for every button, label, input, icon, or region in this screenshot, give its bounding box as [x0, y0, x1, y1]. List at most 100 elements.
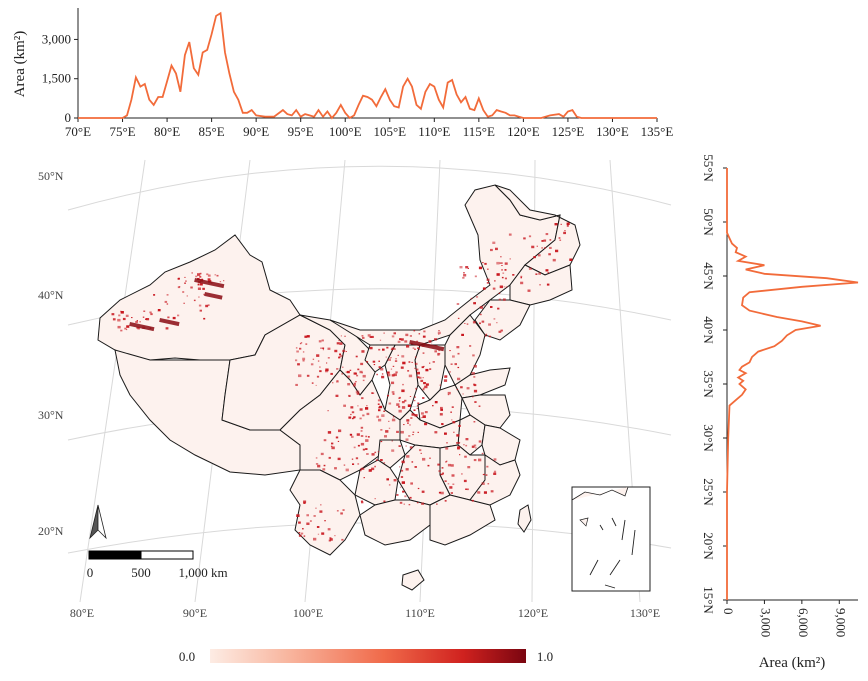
hotspot-cell [436, 503, 438, 505]
hotspot-cell [349, 395, 351, 397]
hotspot-cell [360, 470, 362, 472]
hotspot-cell [382, 348, 385, 351]
hotspot-cell [422, 397, 425, 399]
hotspot-cell [334, 467, 337, 470]
hotspot-cell [135, 321, 138, 324]
hotspot-cell [334, 535, 336, 537]
hotspot-cell [205, 304, 209, 308]
hotspot-cell [481, 482, 485, 485]
hotspot-cell [381, 375, 385, 379]
hotspot-cell [456, 346, 460, 349]
hotspot-cell [191, 272, 193, 274]
hotspot-cell [296, 350, 299, 353]
hotspot-cell [414, 396, 416, 398]
hotspot-cell [353, 384, 356, 387]
hotspot-cell [203, 293, 205, 296]
hotspot-cell [302, 359, 305, 362]
hotspot-cell [398, 445, 401, 447]
hotspot-cell [339, 342, 343, 345]
hotspot-cell [416, 371, 420, 375]
hotspot-cell [185, 280, 187, 282]
hotspot-cell [450, 492, 453, 494]
hotspot-cell [399, 486, 402, 488]
hotspot-cell [362, 379, 365, 382]
right-y-tick-label: 35°N [701, 370, 716, 398]
hotspot-cell [417, 431, 419, 433]
hotspot-cell [412, 431, 415, 433]
hotspot-cell [197, 283, 200, 286]
north-arrow [89, 504, 107, 540]
color-bar-min-label: 0.0 [179, 649, 195, 664]
hotspot-cell [304, 335, 308, 338]
color-bar-max-label: 1.0 [537, 649, 553, 664]
hotspot-cell [388, 484, 391, 486]
hotspot-cell [456, 434, 460, 437]
hotspot-cell [421, 490, 425, 493]
hotspot-cell [357, 405, 359, 407]
hotspot-cell [481, 452, 484, 455]
hotspot-cell [360, 362, 364, 366]
hotspot-cell [457, 317, 460, 319]
hotspot-cell [351, 458, 354, 460]
hotspot-cell [408, 361, 411, 363]
hotspot-cell [323, 439, 327, 442]
region-ningxia [364, 344, 396, 373]
hotspot-cell [371, 453, 375, 456]
hotspot-cell [403, 503, 405, 505]
hotspot-cell [356, 433, 360, 436]
hotspot-cell [310, 363, 314, 366]
hotspot-cell [500, 262, 503, 264]
scale-bar-white [140, 550, 194, 560]
hotspot-cell [437, 463, 440, 466]
hotspot-cell [120, 329, 123, 332]
hotspot-cell [416, 405, 419, 407]
hotspot-cell [465, 488, 467, 490]
hotspot-cell [122, 317, 126, 321]
hotspot-cell [408, 435, 411, 437]
hotspot-cell [322, 349, 324, 351]
graticule-50n [67, 165, 672, 211]
hotspot-cell [413, 330, 416, 332]
hotspot-cell [295, 347, 298, 349]
hotspot-cell [359, 417, 362, 420]
hotspot-cell [298, 521, 301, 524]
hotspot-cell [479, 322, 481, 325]
hotspot-cell [401, 389, 405, 393]
hotspot-cell [373, 364, 376, 366]
hotspot-cell [415, 368, 419, 371]
hotspot-cell [126, 329, 128, 331]
hotspot-cell [327, 357, 330, 359]
hotspot-cell [393, 479, 397, 482]
hotspot-cell [471, 445, 475, 448]
hotspot-cell [502, 298, 506, 301]
hotspot-cell [504, 262, 508, 265]
hotspot-cell [467, 267, 469, 269]
hotspot-cell [400, 366, 404, 369]
hotspot-cell [324, 520, 326, 522]
hotspot-cell [298, 374, 302, 378]
hotspot-cell [414, 356, 417, 358]
hotspot-cell [386, 371, 390, 374]
hotspot-cell [425, 368, 429, 372]
hotspot-cell [460, 386, 463, 389]
hotspot-cell [167, 316, 170, 319]
hotspot-cell [417, 347, 420, 349]
hotspot-cell [166, 294, 169, 296]
hotspot-cell [496, 261, 500, 265]
hotspot-cell [390, 357, 392, 359]
hotspot-streak [204, 292, 223, 300]
hotspot-cell [360, 435, 364, 437]
hotspot-cell [493, 458, 497, 461]
top-x-tick-label: 95°E [288, 124, 314, 139]
hotspot-cell [395, 358, 397, 360]
hotspot-cell [329, 537, 332, 539]
hotspot-cell [376, 415, 379, 418]
right-x-axis-title: Area (km²) [759, 655, 826, 671]
hotspot-cell [552, 258, 556, 262]
map-lon-label-80e: 80°E [70, 606, 94, 620]
hotspot-cell [309, 520, 312, 522]
hotspot-cell [477, 491, 481, 494]
hotspot-cell [462, 276, 465, 279]
hotspot-cell [504, 269, 507, 271]
inset-frame [571, 486, 651, 592]
